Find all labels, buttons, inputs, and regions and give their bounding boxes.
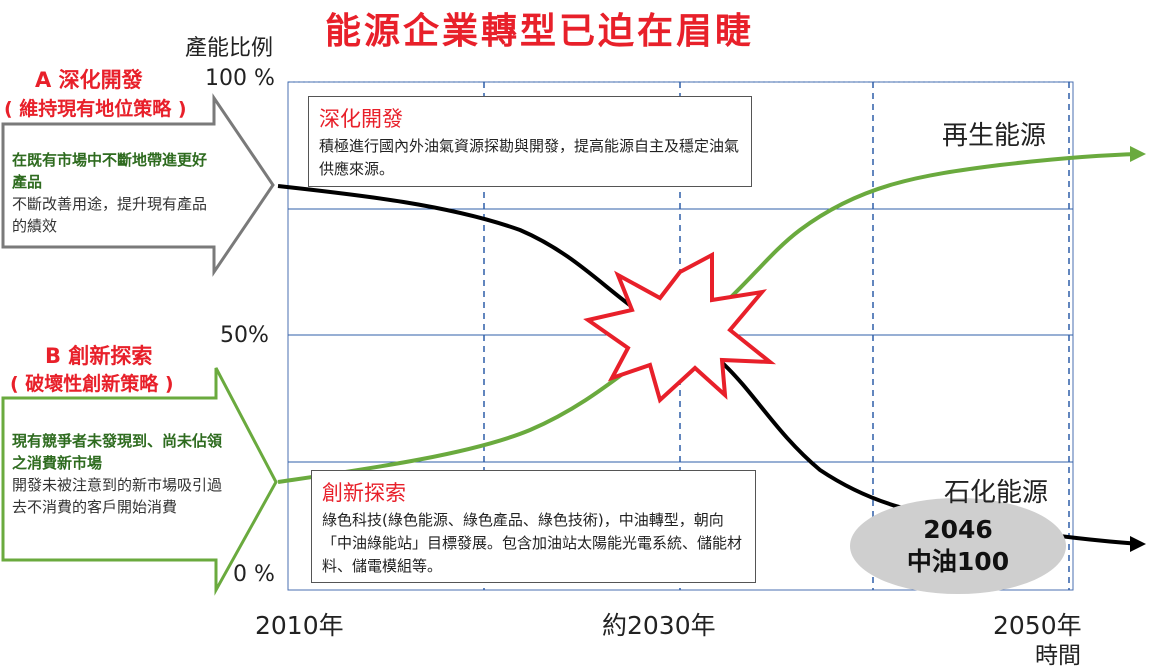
deepen-box-title: 深化開發 — [319, 107, 403, 131]
strategy-b-arrow — [1, 367, 278, 596]
strategy-a-title: A 深化開發 — [35, 68, 143, 92]
innovate-box-body: 綠色科技(綠色能源、綠色產品、綠色技術)，中油轉型，朝向「中油綠能站」目標發展。… — [322, 511, 743, 575]
strategy-a-body-text: 不斷改善用途，提升現有產品的績效 — [12, 195, 208, 235]
strategy-a-arrow — [1, 93, 275, 277]
x-tick-2010: 2010年 — [255, 611, 344, 640]
y-tick-50: 50% — [220, 323, 269, 348]
deepen-box: 深化開發 積極進行國內外油氣資源探勘與開發，提高能源自主及穩定油氣供應來源。 — [308, 96, 752, 187]
x-tick-2030: 約2030年 — [602, 611, 716, 640]
y-axis-label: 產能比例 — [185, 36, 274, 61]
strategy-b-title: B 創新探索 — [45, 344, 153, 368]
renewable-arrowhead — [1130, 146, 1146, 162]
badge-ellipse — [850, 498, 1066, 594]
milestone-badge: 2046 中油100 — [880, 514, 1036, 578]
innovate-box-title: 創新探索 — [322, 481, 406, 505]
strategy-b-text: 現有競爭者未發現到、尚未佔領之消費新市場 開發未被注意到的新市場吸引過去不消費的… — [12, 430, 227, 518]
strategy-b-bold-text: 現有競爭者未發現到、尚未佔領之消費新市場 — [12, 432, 223, 472]
fossil-label: 石化能源 — [944, 478, 1049, 508]
renewable-label: 再生能源 — [942, 121, 1047, 151]
strategy-a-bold-text: 在既有市場中不斷地帶進更好產品 — [12, 151, 208, 191]
badge-name: 中油100 — [906, 547, 1010, 576]
y-tick-0: 0 % — [233, 562, 275, 587]
badge-year: 2046 — [923, 515, 993, 544]
strategy-a-text: 在既有市場中不斷地帶進更好產品 不斷改善用途，提升現有產品的績效 — [12, 149, 212, 237]
y-tick-100: 100 % — [205, 66, 275, 91]
x-axis-label: 時間 — [1035, 643, 1081, 669]
x-tick-2050: 2050年 — [993, 611, 1082, 640]
strategy-b-subtitle: ( 破壞性創新策略 ) — [10, 373, 174, 395]
strategy-b-body-text: 開發未被注意到的新市場吸引過去不消費的客戶開始消費 — [12, 476, 223, 516]
deepen-box-body: 積極進行國內外油氣資源探勘與開發，提高能源自主及穩定油氣供應來源。 — [319, 137, 740, 178]
strategy-a-subtitle: ( 維持現有地位策略 ) — [4, 98, 187, 120]
innovate-box: 創新探索 綠色科技(綠色能源、綠色產品、綠色技術)，中油轉型，朝向「中油綠能站」… — [311, 470, 756, 583]
fossil-arrowhead — [1130, 536, 1146, 552]
collision-burst-icon — [583, 251, 777, 404]
page-title: 能源企業轉型已迫在眉睫 — [325, 11, 755, 52]
